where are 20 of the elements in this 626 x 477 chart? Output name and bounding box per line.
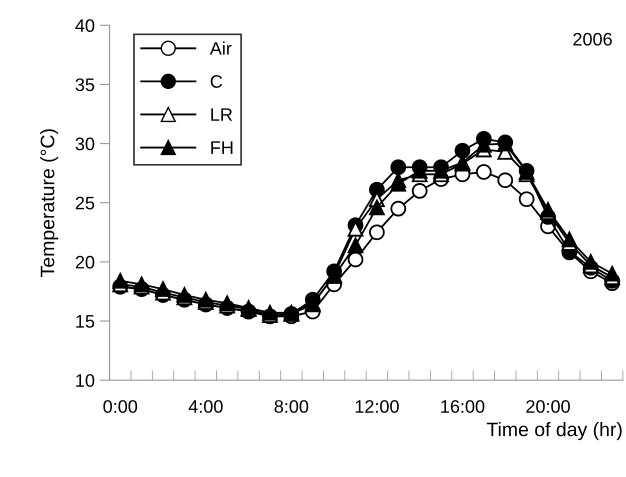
y-axis-title: Temperature (°C) [40, 129, 58, 277]
x-tick-label: 0:00 [103, 400, 138, 413]
annotation: 2006 [573, 32, 612, 46]
x-tick-label: 20:00 [526, 400, 570, 413]
legend-label: FH [211, 141, 232, 154]
x-tick-label: 8:00 [274, 400, 308, 413]
y-tick-label: 30 [76, 138, 94, 150]
x-axis-title: Time of day (hr) [486, 422, 622, 440]
y-tick-label: 35 [76, 78, 94, 92]
y-tick-label: 25 [76, 196, 94, 210]
x-tick-label: 16:00 [441, 400, 484, 413]
y-tick-label: 15 [76, 315, 94, 328]
y-tick-label: 20 [76, 256, 94, 269]
y-tick-label: 40 [75, 19, 94, 32]
legend-label: LR [211, 108, 232, 121]
legend-label: Air [210, 42, 232, 55]
y-tick-label: 10 [76, 374, 94, 387]
legend-label: C [210, 75, 222, 88]
x-tick-label: 4:00 [188, 400, 223, 413]
x-tick-label: 12:00 [356, 400, 399, 413]
